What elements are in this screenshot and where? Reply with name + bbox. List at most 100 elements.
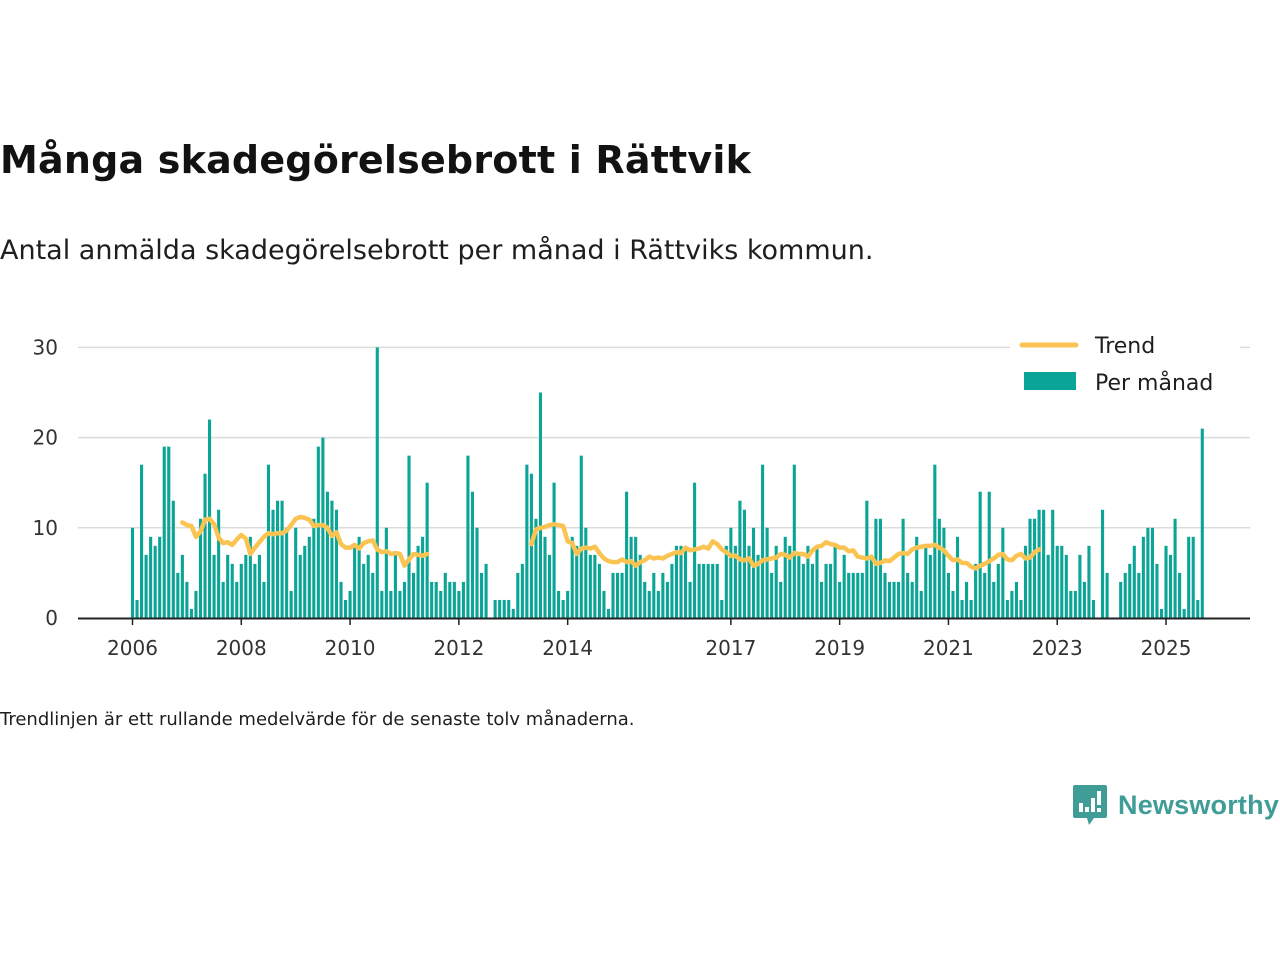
bar bbox=[402, 581, 407, 618]
bar bbox=[457, 590, 461, 618]
bar bbox=[1064, 554, 1068, 618]
bar bbox=[928, 554, 932, 618]
bar bbox=[407, 455, 411, 618]
x-tick-label: 2021 bbox=[923, 636, 974, 660]
bar bbox=[1055, 545, 1059, 618]
bar bbox=[946, 572, 950, 618]
bar bbox=[538, 392, 543, 618]
bar bbox=[470, 491, 475, 618]
bar bbox=[230, 563, 234, 618]
bar bbox=[969, 599, 973, 618]
bar bbox=[955, 536, 960, 618]
bar bbox=[461, 581, 465, 618]
y-tick-label: 10 bbox=[33, 516, 58, 540]
bar bbox=[819, 581, 824, 618]
bar bbox=[443, 572, 447, 618]
bar bbox=[1051, 509, 1055, 618]
bar bbox=[239, 563, 243, 618]
bar bbox=[711, 563, 715, 618]
x-tick-label: 2012 bbox=[433, 636, 484, 660]
bar bbox=[906, 572, 910, 618]
bar bbox=[1141, 536, 1145, 618]
bar bbox=[298, 554, 302, 618]
bar bbox=[1137, 572, 1141, 618]
bar bbox=[547, 554, 552, 618]
x-tick-label: 2014 bbox=[542, 636, 593, 660]
bar bbox=[1178, 572, 1182, 618]
bar bbox=[1187, 536, 1191, 618]
trend-line bbox=[529, 521, 1042, 571]
y-axis: 0 10 20 30 bbox=[33, 335, 58, 630]
bar bbox=[878, 518, 882, 618]
bar bbox=[511, 608, 515, 618]
bar bbox=[597, 563, 601, 618]
bar bbox=[285, 527, 289, 618]
bar bbox=[1101, 509, 1105, 618]
bar bbox=[620, 572, 624, 618]
y-tick-label: 20 bbox=[33, 426, 58, 450]
bar bbox=[987, 491, 991, 618]
bar bbox=[1046, 554, 1050, 618]
bar bbox=[1123, 572, 1127, 618]
bar bbox=[770, 572, 774, 618]
bar bbox=[829, 563, 833, 618]
bar bbox=[910, 581, 914, 618]
bar bbox=[167, 446, 171, 618]
bar bbox=[1105, 572, 1109, 618]
bar bbox=[185, 581, 189, 618]
bar bbox=[516, 572, 520, 618]
bar bbox=[198, 518, 203, 618]
bar bbox=[915, 536, 919, 618]
bar bbox=[824, 563, 828, 618]
bar bbox=[720, 599, 724, 618]
chart-title: Många skadegörelsebrott i Rättvik bbox=[0, 138, 752, 182]
bar bbox=[130, 527, 135, 618]
bar bbox=[1091, 599, 1096, 618]
bar bbox=[344, 599, 348, 618]
bar bbox=[860, 572, 864, 618]
bar bbox=[779, 581, 783, 618]
bar bbox=[162, 446, 166, 618]
bar bbox=[484, 563, 488, 618]
bar bbox=[1132, 545, 1136, 618]
bar bbox=[892, 581, 896, 618]
trend-line bbox=[180, 514, 430, 568]
bar bbox=[638, 554, 642, 618]
bar bbox=[579, 455, 583, 618]
bar bbox=[588, 554, 592, 618]
bar bbox=[661, 572, 665, 618]
bar bbox=[430, 581, 434, 618]
bar bbox=[838, 581, 842, 618]
bar bbox=[647, 590, 651, 618]
bar bbox=[729, 527, 733, 618]
bar bbox=[801, 563, 805, 618]
bar bbox=[452, 581, 456, 618]
bar bbox=[761, 464, 765, 618]
bar bbox=[606, 608, 611, 618]
bar bbox=[996, 563, 1000, 618]
bar bbox=[783, 536, 787, 618]
bar bbox=[552, 482, 556, 618]
x-tick-label: 2006 bbox=[107, 636, 158, 660]
bar bbox=[266, 464, 271, 618]
bar bbox=[874, 518, 878, 618]
bar bbox=[212, 554, 216, 618]
bar bbox=[901, 518, 905, 618]
bar bbox=[806, 545, 810, 618]
bar bbox=[330, 500, 334, 618]
bar bbox=[180, 554, 184, 618]
brand-name: Newsworthy bbox=[1118, 789, 1280, 820]
x-tick-label: 2010 bbox=[325, 636, 376, 660]
bar bbox=[561, 599, 565, 618]
bar bbox=[1073, 590, 1077, 618]
bar bbox=[751, 527, 756, 618]
bar bbox=[643, 581, 647, 618]
newsworthy-logo-icon bbox=[1073, 785, 1107, 825]
bar bbox=[221, 581, 225, 618]
bar bbox=[375, 347, 379, 618]
bar bbox=[244, 554, 248, 618]
bar bbox=[1010, 590, 1014, 618]
legend: Trend Per månad bbox=[1010, 330, 1240, 400]
bar bbox=[416, 545, 420, 618]
bar bbox=[1028, 518, 1032, 618]
